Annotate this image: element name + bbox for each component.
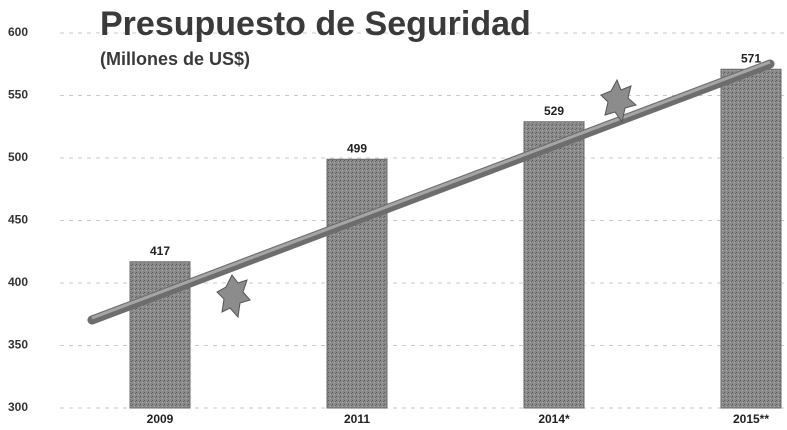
bar <box>326 158 388 409</box>
value-label: 571 <box>741 51 761 65</box>
bar <box>523 121 585 409</box>
chart-title: Presupuesto de Seguridad <box>100 5 531 43</box>
y-tick-label: 450 <box>8 213 28 227</box>
y-tick-label: 550 <box>8 88 28 102</box>
y-tick-label: 500 <box>8 150 28 164</box>
value-label: 417 <box>150 244 170 258</box>
bars <box>129 68 782 409</box>
x-tick-label: 2011 <box>344 412 370 426</box>
value-label: 499 <box>347 141 367 155</box>
y-tick-label: 600 <box>8 25 28 39</box>
x-tick-label: 2014* <box>538 412 570 426</box>
x-tick-label: 2015** <box>733 412 769 426</box>
value-label: 529 <box>544 104 564 118</box>
y-tick-label: 350 <box>8 338 28 352</box>
grid <box>60 32 787 409</box>
trend-arrow <box>87 59 775 325</box>
burst-decoration <box>216 78 638 319</box>
x-tick-label: 2009 <box>147 412 174 426</box>
y-tick-label: 300 <box>8 400 28 414</box>
y-tick-label: 400 <box>8 275 28 289</box>
chart-subtitle: (Millones de US$) <box>100 49 250 69</box>
bar <box>720 68 782 409</box>
